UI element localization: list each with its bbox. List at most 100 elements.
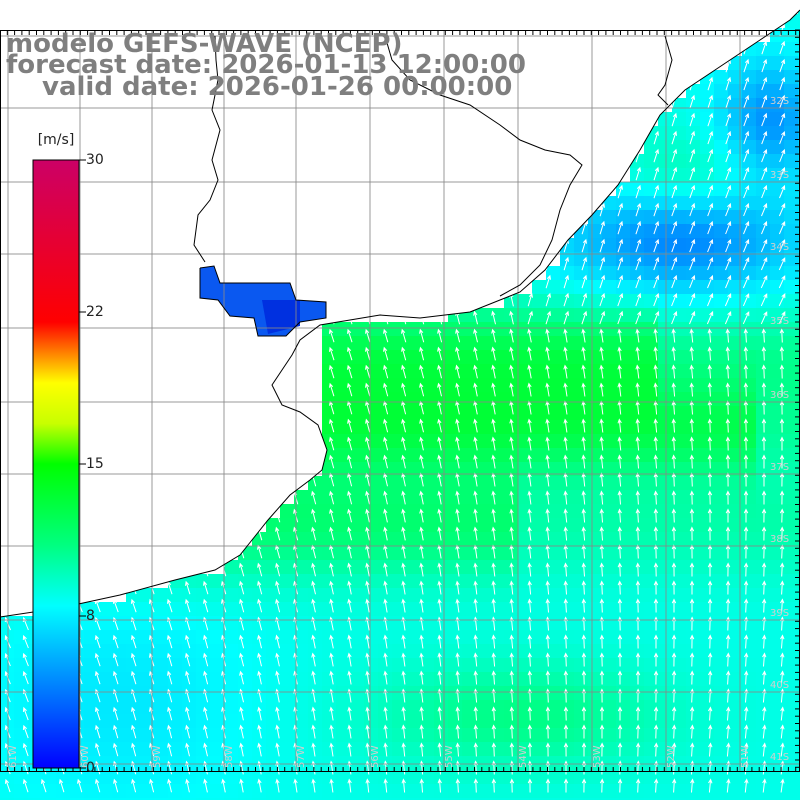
wind-arrow [671, 580, 677, 595]
wind-arrow [725, 526, 731, 541]
wind-arrow [239, 724, 244, 739]
wind-arrow [653, 670, 659, 685]
wind-arrow [401, 724, 406, 739]
wind-arrow [581, 652, 587, 667]
wind-arrow [22, 778, 29, 793]
wind-arrow [779, 58, 786, 73]
wind-arrow [761, 454, 767, 469]
wind-arrow [383, 580, 388, 595]
wind-arrow [437, 508, 442, 523]
longitude-label: 54W [518, 745, 529, 768]
wind-arrow [653, 598, 659, 613]
wind-arrow [185, 742, 190, 757]
wind-arrow [455, 742, 460, 757]
wind-arrow [671, 166, 678, 181]
wind-arrow [581, 436, 586, 451]
wind-arrow [635, 526, 641, 541]
wind-arrow [221, 778, 226, 793]
wind-arrow [455, 508, 460, 523]
wind-arrow [365, 724, 370, 739]
wind-arrow [419, 490, 424, 505]
wind-arrow [365, 328, 371, 343]
wind-arrow [527, 742, 533, 757]
wind-arrow [707, 256, 714, 271]
wind-arrow [545, 346, 550, 361]
forecast-date: forecast date: 2026-01-13 12:00:00 [6, 50, 526, 80]
wind-arrow [239, 670, 244, 685]
wind-arrow [365, 418, 371, 433]
wind-arrow [94, 634, 101, 649]
wind-arrow [329, 418, 335, 433]
wind-arrow [509, 562, 514, 577]
wind-arrow [545, 742, 551, 757]
wind-arrow [401, 418, 406, 433]
wind-arrow [707, 454, 713, 469]
wind-arrow [724, 292, 732, 307]
wind-arrow [94, 670, 101, 685]
wind-arrow [329, 436, 335, 451]
wind-arrow [473, 562, 478, 577]
wind-arrow [725, 184, 732, 199]
wind-arrow [527, 580, 532, 595]
wind-arrow [383, 346, 389, 361]
wind-arrow [599, 634, 605, 649]
wind-arrow [635, 724, 641, 739]
wind-arrow [113, 670, 119, 685]
wind-arrow [185, 634, 191, 649]
wind-arrow [22, 724, 29, 739]
wind-arrow [527, 310, 533, 325]
wind-arrow [455, 418, 460, 433]
wind-arrow [491, 292, 496, 307]
wind-arrow [653, 166, 659, 181]
wind-arrow [707, 76, 713, 91]
wind-arrow [617, 202, 623, 217]
wind-arrow [167, 598, 173, 613]
wind-arrow [780, 652, 785, 667]
wind-arrow [779, 76, 786, 91]
wind-arrow [743, 148, 750, 163]
wind-arrow [725, 418, 731, 433]
wind-arrow [635, 742, 641, 757]
wind-arrow [329, 598, 334, 613]
wind-arrow [347, 508, 352, 523]
wind-arrow [761, 526, 767, 541]
wind-arrow [778, 293, 786, 307]
wind-arrow [365, 742, 370, 757]
wind-arrow [347, 490, 353, 505]
wind-arrow [762, 706, 767, 721]
wind-arrow [744, 670, 749, 685]
wind-arrow [545, 454, 550, 469]
wind-arrow [671, 742, 677, 757]
wind-arrow [743, 436, 749, 451]
wind-arrow [527, 670, 533, 685]
wind-arrow [401, 382, 407, 397]
wind-arrow [617, 220, 623, 235]
wind-arrow [257, 724, 262, 739]
wind-arrow [581, 364, 586, 379]
wind-arrow [347, 634, 352, 649]
wind-arrow [365, 508, 370, 523]
wind-arrow [617, 310, 624, 325]
wind-arrow [617, 328, 622, 343]
wind-arrow [401, 364, 407, 379]
wind-arrow [185, 724, 191, 739]
wind-arrow [329, 382, 335, 397]
wind-arrow [743, 652, 749, 667]
wind-arrow [707, 436, 713, 451]
wind-arrow [671, 634, 677, 649]
wind-arrow [779, 40, 786, 55]
wind-arrow [707, 274, 714, 289]
wind-arrow [599, 598, 605, 613]
wind-arrow [743, 526, 749, 541]
wind-arrow [563, 364, 568, 379]
wind-arrow [329, 742, 334, 757]
wind-arrow [653, 526, 659, 541]
wind-arrow [203, 778, 208, 793]
wind-arrow [671, 292, 678, 307]
wind-arrow [22, 670, 29, 685]
wind-arrow [113, 724, 119, 739]
wind-arrow [257, 742, 262, 757]
wind-arrow [744, 742, 749, 757]
wind-arrow [599, 724, 605, 739]
